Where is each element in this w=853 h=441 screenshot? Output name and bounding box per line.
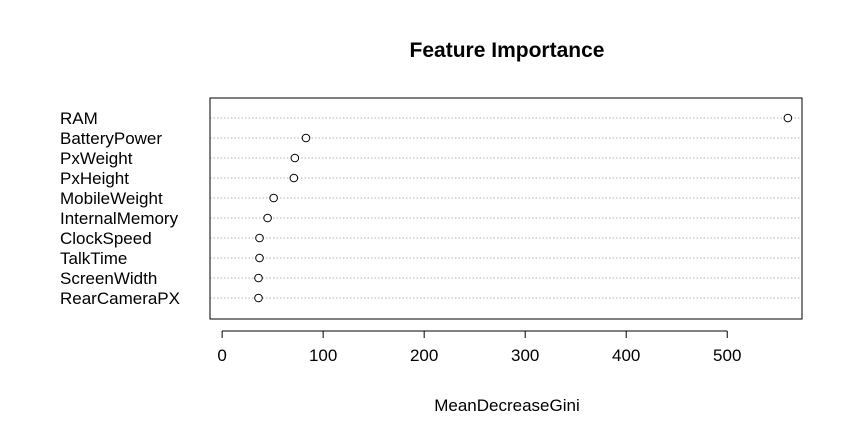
category-label: RearCameraPX xyxy=(60,289,180,308)
data-points xyxy=(254,113,793,303)
x-axis-label: MeanDecreaseGini xyxy=(434,396,580,415)
category-label: RAM xyxy=(60,109,98,128)
data-point xyxy=(289,173,299,183)
data-point xyxy=(301,133,311,143)
plot-frame xyxy=(209,97,803,320)
x-tick-label: 200 xyxy=(410,346,438,365)
grid-lines xyxy=(210,117,802,299)
category-label: ClockSpeed xyxy=(60,229,152,248)
category-label: ScreenWidth xyxy=(60,269,157,288)
data-point xyxy=(254,293,263,303)
category-label: MobileWeight xyxy=(60,189,163,208)
data-point xyxy=(263,213,272,223)
x-tick-label: 400 xyxy=(612,346,640,365)
data-point xyxy=(255,233,264,243)
data-point xyxy=(290,153,300,163)
category-label: BatteryPower xyxy=(60,129,162,148)
x-tick-label: 0 xyxy=(217,346,226,365)
category-label: InternalMemory xyxy=(60,209,179,228)
chart-title: Feature Importance xyxy=(410,39,605,62)
category-labels: RAMBatteryPowerPxWeightPxHeightMobileWei… xyxy=(60,109,180,308)
category-label: TalkTime xyxy=(60,249,127,268)
data-point xyxy=(783,113,793,123)
data-point xyxy=(255,253,264,263)
x-tick-label: 300 xyxy=(511,346,539,365)
category-label: PxWeight xyxy=(60,149,133,168)
x-tick-label: 500 xyxy=(713,346,741,365)
x-axis: 0 100 200 300 400 500 xyxy=(217,330,741,365)
data-point xyxy=(254,273,263,283)
data-point xyxy=(269,193,278,203)
x-tick-label: 100 xyxy=(309,346,337,365)
category-label: PxHeight xyxy=(60,169,129,188)
